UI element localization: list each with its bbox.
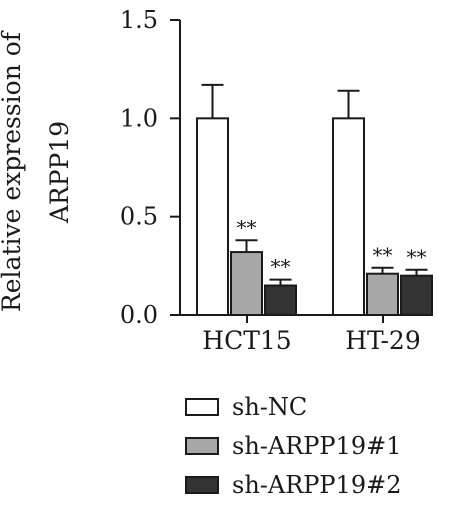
x-tick-label: HT-29: [345, 326, 421, 355]
significance-label: **: [237, 215, 257, 239]
bars: ** ** ** **: [196, 83, 433, 317]
bar-hct15-series-2: [230, 251, 263, 316]
legend-label-3: sh-ARPP19#2: [232, 471, 402, 499]
bar-hct15-series-3: [264, 284, 297, 316]
bar-ht-29-series-2: [366, 272, 399, 317]
legend-label-1: sh-NC: [232, 393, 307, 421]
legend-swatch-1: [185, 398, 219, 416]
legend-label-2: sh-ARPP19#1: [232, 432, 402, 460]
x-tick-label: HCT15: [202, 326, 291, 355]
bar-ht-29-series-1: [332, 117, 365, 317]
significance-label: **: [373, 243, 393, 267]
bar-ht-29-series-3: [400, 274, 433, 316]
y-axis-ticks: 0.0 0.5 1.0 1.5: [120, 6, 180, 329]
y-axis-title: Relative expression of ARPP19: [0, 30, 74, 312]
x-axis-labels: HCT15 HT-29: [202, 326, 420, 355]
legend-swatch-2: [185, 437, 219, 455]
legend: sh-NC sh-ARPP19#1 sh-ARPP19#2: [185, 393, 402, 499]
significance-label: **: [407, 245, 427, 269]
significance-label: **: [271, 255, 291, 279]
y-tick-label: 0.5: [120, 203, 158, 231]
y-tick-label: 0.0: [120, 301, 158, 329]
y-axis-title-line-2: ARPP19: [45, 121, 74, 224]
y-tick-label: 1.5: [120, 6, 158, 34]
y-axis-title-line-1: Relative expression of: [0, 30, 26, 312]
legend-swatch-3: [185, 476, 219, 494]
bar-hct15-series-1: [196, 117, 229, 317]
y-tick-label: 1.0: [120, 104, 158, 132]
